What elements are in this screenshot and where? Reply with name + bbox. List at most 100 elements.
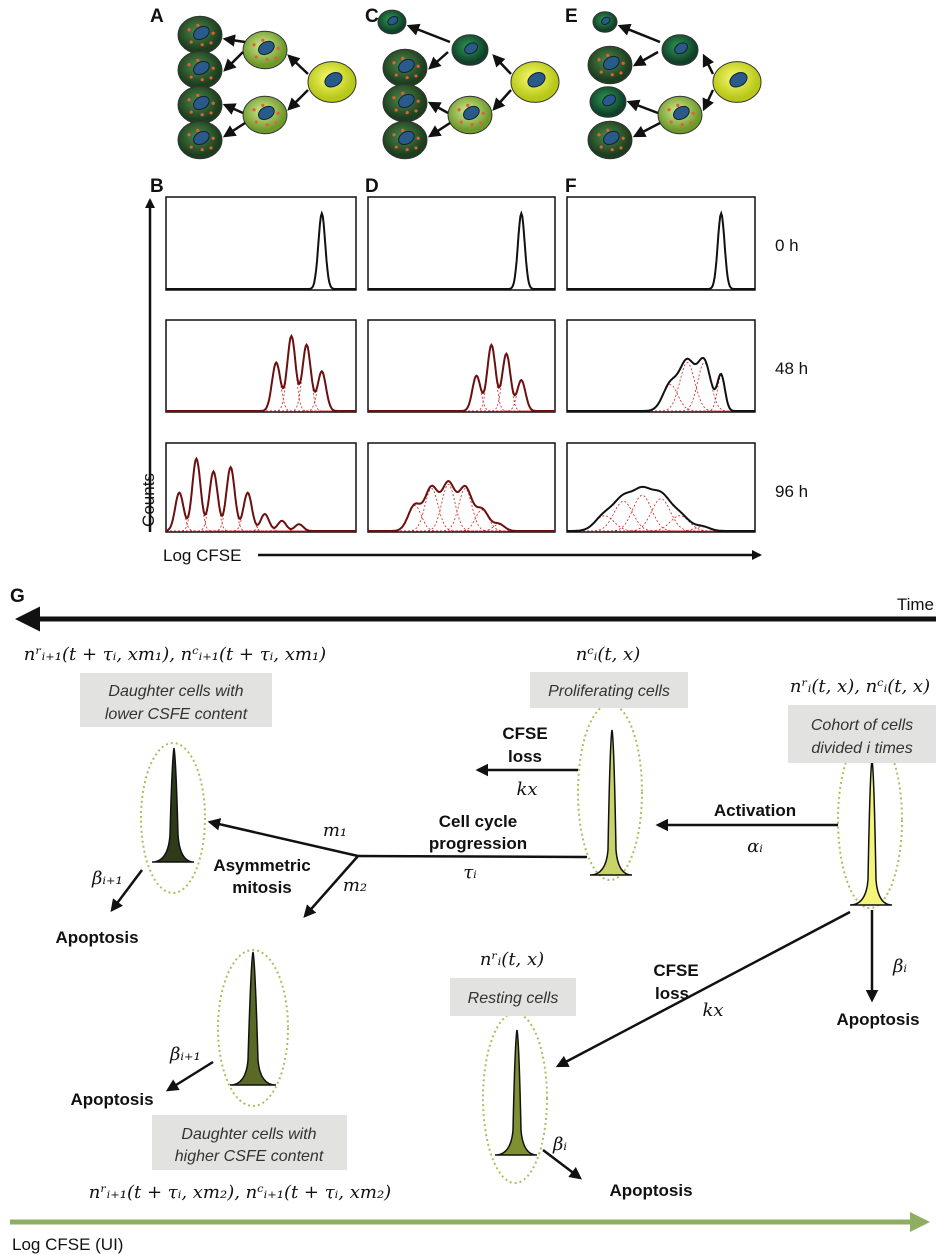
arrow (702, 89, 715, 112)
dot (599, 70, 603, 74)
box-text: Proliferating cells (548, 683, 670, 700)
panel-label: C (365, 6, 379, 27)
dot (200, 113, 204, 117)
axis-label: Log CFSE (UI) (12, 1235, 123, 1254)
dot (416, 64, 420, 68)
formula: nʳᵢ₊₁(t + τᵢ, xm₁), nᶜᵢ₊₁(t + τᵢ, xm₁) (24, 644, 326, 665)
arrow (492, 54, 512, 75)
edge-label: mitosis (232, 878, 292, 897)
apoptosis: Apoptosis (836, 1010, 919, 1029)
dot (189, 75, 193, 79)
panel-label: B (150, 176, 164, 197)
rate: kx (702, 1000, 723, 1021)
edge-label: Activation (714, 801, 796, 820)
nucleus (464, 42, 479, 55)
dot (676, 103, 680, 107)
dot (211, 66, 215, 70)
nucleus (193, 95, 210, 111)
dot (392, 133, 396, 137)
rate: τᵢ (463, 862, 477, 883)
dot (606, 128, 610, 132)
rate: m₁ (323, 820, 347, 841)
dot (189, 40, 193, 44)
dot (274, 121, 278, 125)
edge-label: CFSE (653, 961, 698, 980)
dot (394, 73, 398, 77)
nucleus (258, 40, 275, 56)
dot (416, 136, 420, 140)
dot (252, 108, 256, 112)
peaks (151, 729, 893, 1156)
rate: βᵢ₊₁ (91, 868, 123, 889)
box-text: divided i times (811, 740, 912, 757)
dot (405, 76, 409, 80)
dot (610, 73, 614, 77)
dot (392, 61, 396, 65)
arrow (222, 103, 244, 115)
nucleus (729, 72, 748, 88)
dot (401, 128, 405, 132)
panel-label: A (150, 6, 164, 27)
nucleus (398, 130, 415, 146)
nucleus (600, 16, 611, 25)
histogram-curve (368, 210, 555, 290)
box-text: Resting cells (468, 990, 559, 1007)
y-axis-label: Counts (139, 473, 158, 527)
histogram-curve (567, 357, 755, 412)
apoptosis: Apoptosis (609, 1181, 692, 1200)
dot (200, 78, 204, 82)
component-curve (165, 492, 356, 532)
dot (265, 58, 269, 62)
histogram-curve (567, 485, 755, 532)
dot (405, 111, 409, 115)
dot (200, 43, 204, 47)
component-curve (567, 362, 755, 412)
histogram-curve (368, 342, 555, 412)
time-point: 96 h (775, 482, 808, 501)
dot (209, 76, 213, 80)
arrow (287, 54, 309, 75)
nucleus (398, 58, 415, 74)
dot (667, 108, 671, 112)
dot (209, 41, 213, 45)
dot (276, 111, 280, 115)
rate: βᵢ (552, 1134, 567, 1155)
dot (599, 145, 603, 149)
arrow (223, 51, 244, 72)
dot (276, 46, 280, 50)
nucleus (463, 105, 480, 121)
dot (401, 91, 405, 95)
dot (200, 148, 204, 152)
nucleus (324, 72, 343, 88)
dot (209, 146, 213, 150)
histogram-frame (367, 319, 556, 413)
arrow (428, 51, 449, 70)
dot (597, 58, 601, 62)
arrow (626, 99, 659, 115)
arrow (406, 23, 451, 44)
dot (187, 98, 191, 102)
cell-diagrams (177, 9, 762, 160)
arrow (222, 121, 246, 138)
dot (619, 71, 623, 75)
arrow (632, 50, 659, 67)
dot (414, 74, 418, 78)
dot (261, 38, 265, 42)
rate: αᵢ (747, 836, 763, 857)
dot (606, 53, 610, 57)
histogram-curve (567, 210, 755, 290)
component-curve (368, 523, 555, 532)
dot (187, 133, 191, 137)
nucleus (603, 130, 620, 146)
box-text: Daughter cells with (181, 1126, 316, 1143)
edge-label: loss (508, 747, 542, 766)
arrow (617, 23, 661, 44)
formula: nʳᵢ₊₁(t + τᵢ, xm₂), nᶜᵢ₊₁(t + τᵢ, xm₂) (89, 1182, 391, 1203)
box-text: lower CSFE content (105, 706, 248, 723)
box-text: Cohort of cells (811, 717, 913, 734)
histogram-curve (166, 333, 356, 412)
edge-label: progression (429, 834, 527, 853)
dot (481, 111, 485, 115)
arrow (303, 855, 359, 918)
